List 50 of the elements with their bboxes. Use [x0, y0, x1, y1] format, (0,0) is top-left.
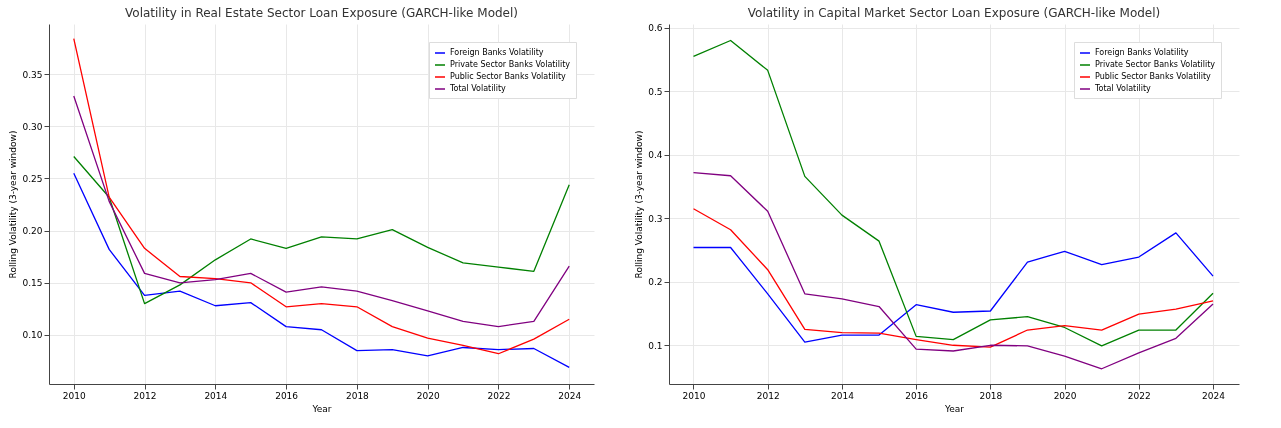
y-tick-label: 0.4: [648, 150, 663, 161]
x-tick-label: 2010: [62, 390, 86, 401]
line-series: [692, 208, 1214, 348]
x-tick-label: 2012: [756, 390, 780, 401]
legend-label: Public Sector Banks Volatility: [1095, 72, 1212, 81]
legend-label: Total Volatility: [449, 84, 507, 93]
legend-label: Private Sector Banks Volatility: [1095, 60, 1216, 69]
chart-title: Volatility in Capital Market Sector Loan Exposure (GARCH-like Model): [747, 5, 1161, 20]
x-tick-label: 2010: [682, 390, 706, 401]
line-series: [73, 172, 570, 368]
y-axis-title: Rolling Volatility (3-year window): [8, 130, 19, 279]
y-tick-label: 0.30: [22, 121, 43, 132]
legend-label: Total Volatility: [1094, 84, 1152, 93]
x-tick-label: 2018: [979, 390, 1003, 401]
y-tick-label: 0.3: [648, 213, 663, 224]
x-tick-label: 2014: [830, 390, 855, 401]
line-series: [692, 232, 1214, 343]
x-axis-title: Year: [311, 403, 332, 414]
x-tick-label: 2016: [275, 390, 299, 401]
y-tick-label: 0.5: [648, 86, 663, 97]
y-tick-label: 0.10: [22, 330, 43, 341]
y-tick-label: 0.2: [648, 277, 663, 288]
line-series: [692, 39, 1214, 347]
legend-label: Private Sector Banks Volatility: [450, 60, 571, 69]
y-tick-label: 0.15: [22, 278, 43, 289]
x-tick-label: 2024: [558, 390, 582, 401]
x-tick-label: 2022: [487, 390, 511, 401]
x-tick-label: 2024: [1202, 390, 1226, 401]
y-tick-label: 0.1: [648, 340, 663, 351]
x-tick-label: 2018: [345, 390, 370, 401]
line-series: [692, 171, 1214, 370]
legend-label: Foreign Banks Volatility: [450, 48, 544, 57]
y-tick-label: 0.35: [22, 69, 43, 80]
x-tick-label: 2020: [1053, 390, 1077, 401]
legend-label: Public Sector Banks Volatility: [450, 72, 567, 81]
x-tick-label: 2022: [1127, 390, 1151, 401]
line-series: [73, 155, 570, 305]
x-tick-label: 2012: [133, 390, 157, 401]
y-axis-title: Rolling Volatility (3-year window): [634, 130, 645, 279]
x-axis-title: Year: [943, 403, 965, 414]
x-tick-label: 2014: [204, 390, 228, 401]
x-tick-label: 2020: [416, 390, 440, 401]
x-tick-label: 2016: [905, 390, 929, 401]
line-series: [73, 95, 570, 328]
legend-label: Foreign Banks Volatility: [1095, 48, 1189, 57]
chart-title: Volatility in Real Estate Sector Loan Exposure (GARCH-like Model): [125, 6, 518, 20]
line-series: [73, 37, 570, 355]
y-tick-label: 0.25: [22, 173, 43, 184]
y-tick-label: 0.20: [22, 226, 43, 237]
y-tick-label: 0.6: [648, 23, 663, 34]
